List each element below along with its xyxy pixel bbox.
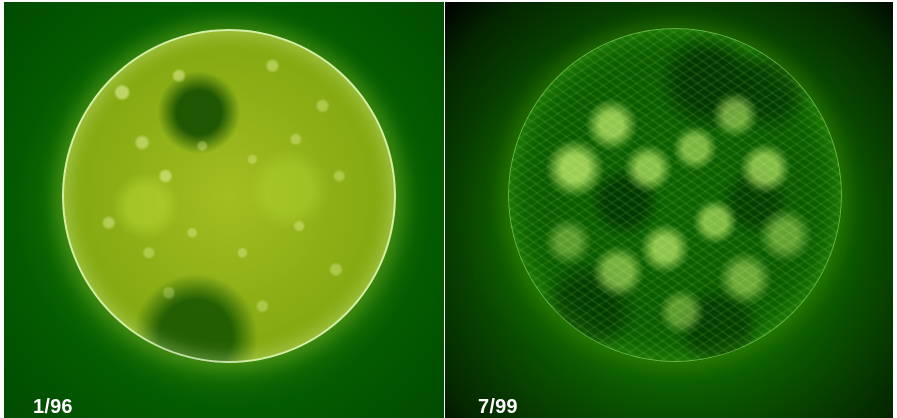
left-sun-panel — [4, 2, 444, 418]
active-sun-disk — [508, 28, 842, 362]
right-date-label: 7/99 — [478, 396, 518, 418]
left-date-label: 1/96 — [33, 396, 73, 418]
right-sun-panel — [445, 2, 893, 418]
quiet-sun-disk — [62, 29, 396, 363]
